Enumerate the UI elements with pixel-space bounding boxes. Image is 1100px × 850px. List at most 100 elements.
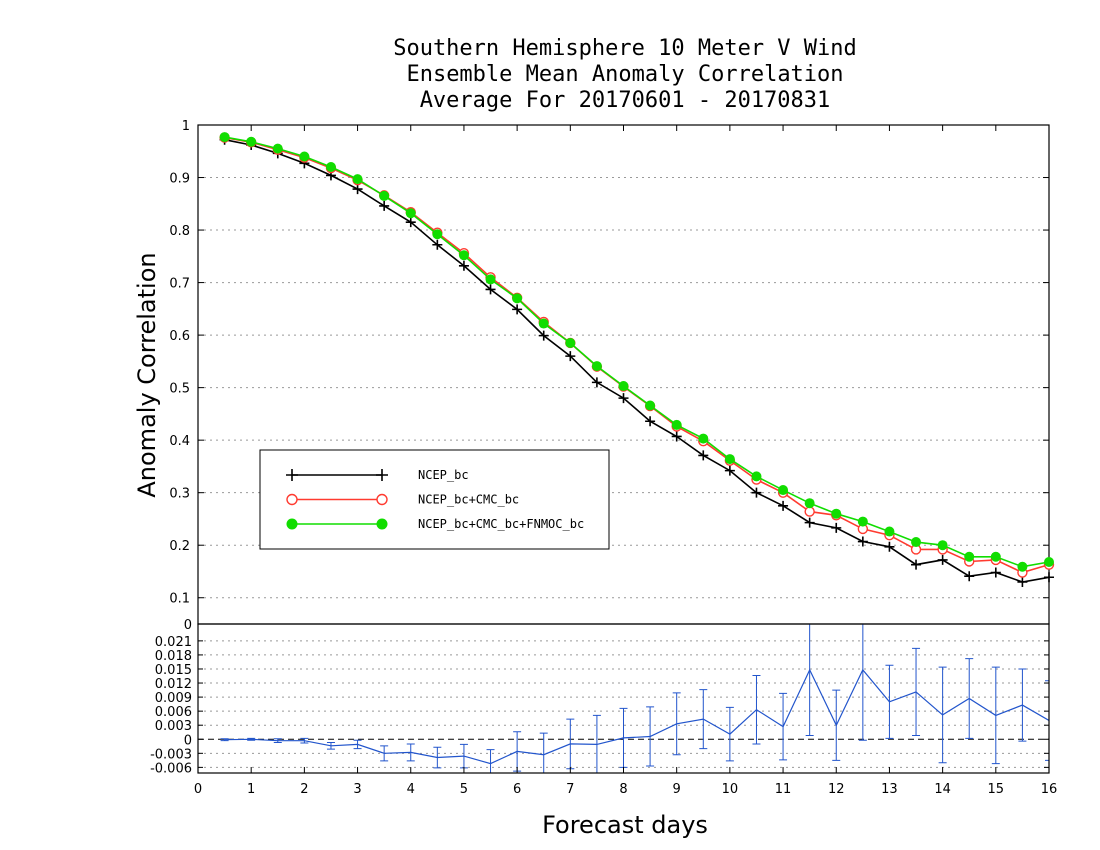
- series-point: [565, 337, 576, 348]
- legend-marker: [286, 493, 298, 506]
- series-point: [804, 517, 815, 528]
- series-point: [512, 293, 523, 304]
- series-point: [1017, 561, 1028, 572]
- series-point: [485, 284, 496, 295]
- error-bar: [1045, 680, 1049, 761]
- series-point: [724, 454, 735, 465]
- series-point: [857, 536, 868, 547]
- series-point: [804, 506, 815, 517]
- series-point: [618, 381, 629, 392]
- bottom-y-tick-label: 0.012: [155, 677, 192, 692]
- bottom-top-label: 0: [184, 618, 192, 633]
- x-tick-label: 15: [988, 782, 1005, 797]
- bottom-y-tick-label: 0.006: [155, 705, 192, 720]
- series-point: [512, 304, 523, 315]
- y-axis-label: Anomaly Correlation: [133, 252, 161, 497]
- series-point: [724, 465, 735, 476]
- series-point: [538, 330, 549, 341]
- series-point: [379, 200, 390, 211]
- series-point: [751, 471, 762, 482]
- series-point: [485, 274, 496, 285]
- bottom-y-tick-label: -0.006: [150, 761, 192, 776]
- legend-marker: [286, 518, 298, 530]
- series-point: [698, 450, 709, 461]
- series-point: [432, 239, 443, 250]
- series-point: [246, 136, 257, 147]
- legend-marker: [286, 469, 298, 481]
- series-point: [272, 143, 283, 154]
- legend-label-2: NCEP_bc+CMC_bc+FNMOC_bc: [418, 517, 584, 531]
- series-point: [990, 551, 1001, 562]
- series-point: [990, 567, 1001, 578]
- x-tick-label: 14: [934, 782, 951, 797]
- x-axis-label: Forecast days: [542, 811, 708, 839]
- legend-label-0: NCEP_bc: [418, 468, 469, 482]
- series-point: [591, 377, 602, 388]
- y-tick-label: 0.8: [169, 224, 190, 239]
- x-tick-label: 4: [407, 782, 415, 797]
- series-point: [831, 522, 842, 533]
- bottom-y-tick-label: 0.003: [155, 719, 192, 734]
- series-point: [1044, 557, 1054, 568]
- series-point: [884, 526, 895, 537]
- series-point: [1044, 572, 1054, 583]
- series-point: [831, 508, 842, 519]
- series-point: [911, 537, 922, 548]
- series-point: [538, 318, 549, 329]
- series-point: [618, 393, 629, 404]
- series-point: [379, 190, 390, 201]
- top-panel: 0.1 0.2 0.3 0.4 0.5 0.6 0.7 0.8 0.9 1: [169, 119, 1055, 625]
- x-tick-label: 5: [460, 782, 468, 797]
- bottom-y-tick-label: -0.003: [150, 747, 192, 762]
- series-point: [671, 419, 682, 430]
- bottom-y-tick-label: 0: [184, 733, 192, 748]
- series-line-0: [224, 138, 1050, 583]
- series-point: [671, 431, 682, 442]
- x-tick-label: 0: [194, 782, 202, 797]
- chart-title-line-2: Ensemble Mean Anomaly Correlation: [406, 62, 844, 87]
- series-point: [857, 516, 868, 527]
- x-tick-label: 3: [353, 782, 361, 797]
- x-tick-label: 13: [881, 782, 898, 797]
- legend-marker: [376, 469, 388, 481]
- series-point: [458, 260, 469, 271]
- x-tick-label: 9: [673, 782, 681, 797]
- y-tick-label: 1: [182, 119, 190, 134]
- chart-title-line-3: Average For 20170601 - 20170831: [419, 88, 831, 113]
- series-point: [405, 208, 416, 219]
- x-tick-label: 16: [1041, 782, 1058, 797]
- series-point: [778, 485, 789, 496]
- bottom-y-tick-label: 0.018: [155, 649, 192, 664]
- legend-marker: [376, 518, 388, 530]
- bottom-y-tick-label: 0.015: [155, 663, 192, 678]
- x-tick-label: 2: [300, 782, 308, 797]
- series-point: [645, 400, 656, 411]
- y-tick-label: 0.3: [169, 487, 190, 502]
- bottom-y-tick-label: 0.021: [155, 635, 192, 650]
- series-point: [911, 559, 922, 570]
- series-point: [937, 540, 948, 551]
- series-point: [325, 162, 336, 173]
- series-point: [458, 250, 469, 261]
- series-point: [778, 500, 789, 511]
- x-tick-label: 10: [722, 782, 739, 797]
- x-tick-label: 11: [775, 782, 792, 797]
- x-tick-label: 6: [513, 782, 521, 797]
- series-point: [299, 151, 310, 162]
- bottom-y-tick-label: 0.009: [155, 691, 192, 706]
- y-tick-label: 0.5: [169, 382, 190, 397]
- series-point: [645, 416, 656, 427]
- series-point: [937, 554, 948, 565]
- series-point: [352, 174, 363, 185]
- x-tick-label: 7: [566, 782, 574, 797]
- series-point: [565, 351, 576, 362]
- x-tick-label: 1: [247, 782, 255, 797]
- y-tick-label: 0.9: [169, 172, 190, 187]
- y-tick-label: 0.4: [169, 434, 190, 449]
- series-point: [405, 217, 416, 228]
- series-point: [352, 184, 363, 195]
- series-point: [964, 551, 975, 562]
- difference-line: [224, 668, 1049, 765]
- y-tick-label: 0.1: [169, 592, 190, 607]
